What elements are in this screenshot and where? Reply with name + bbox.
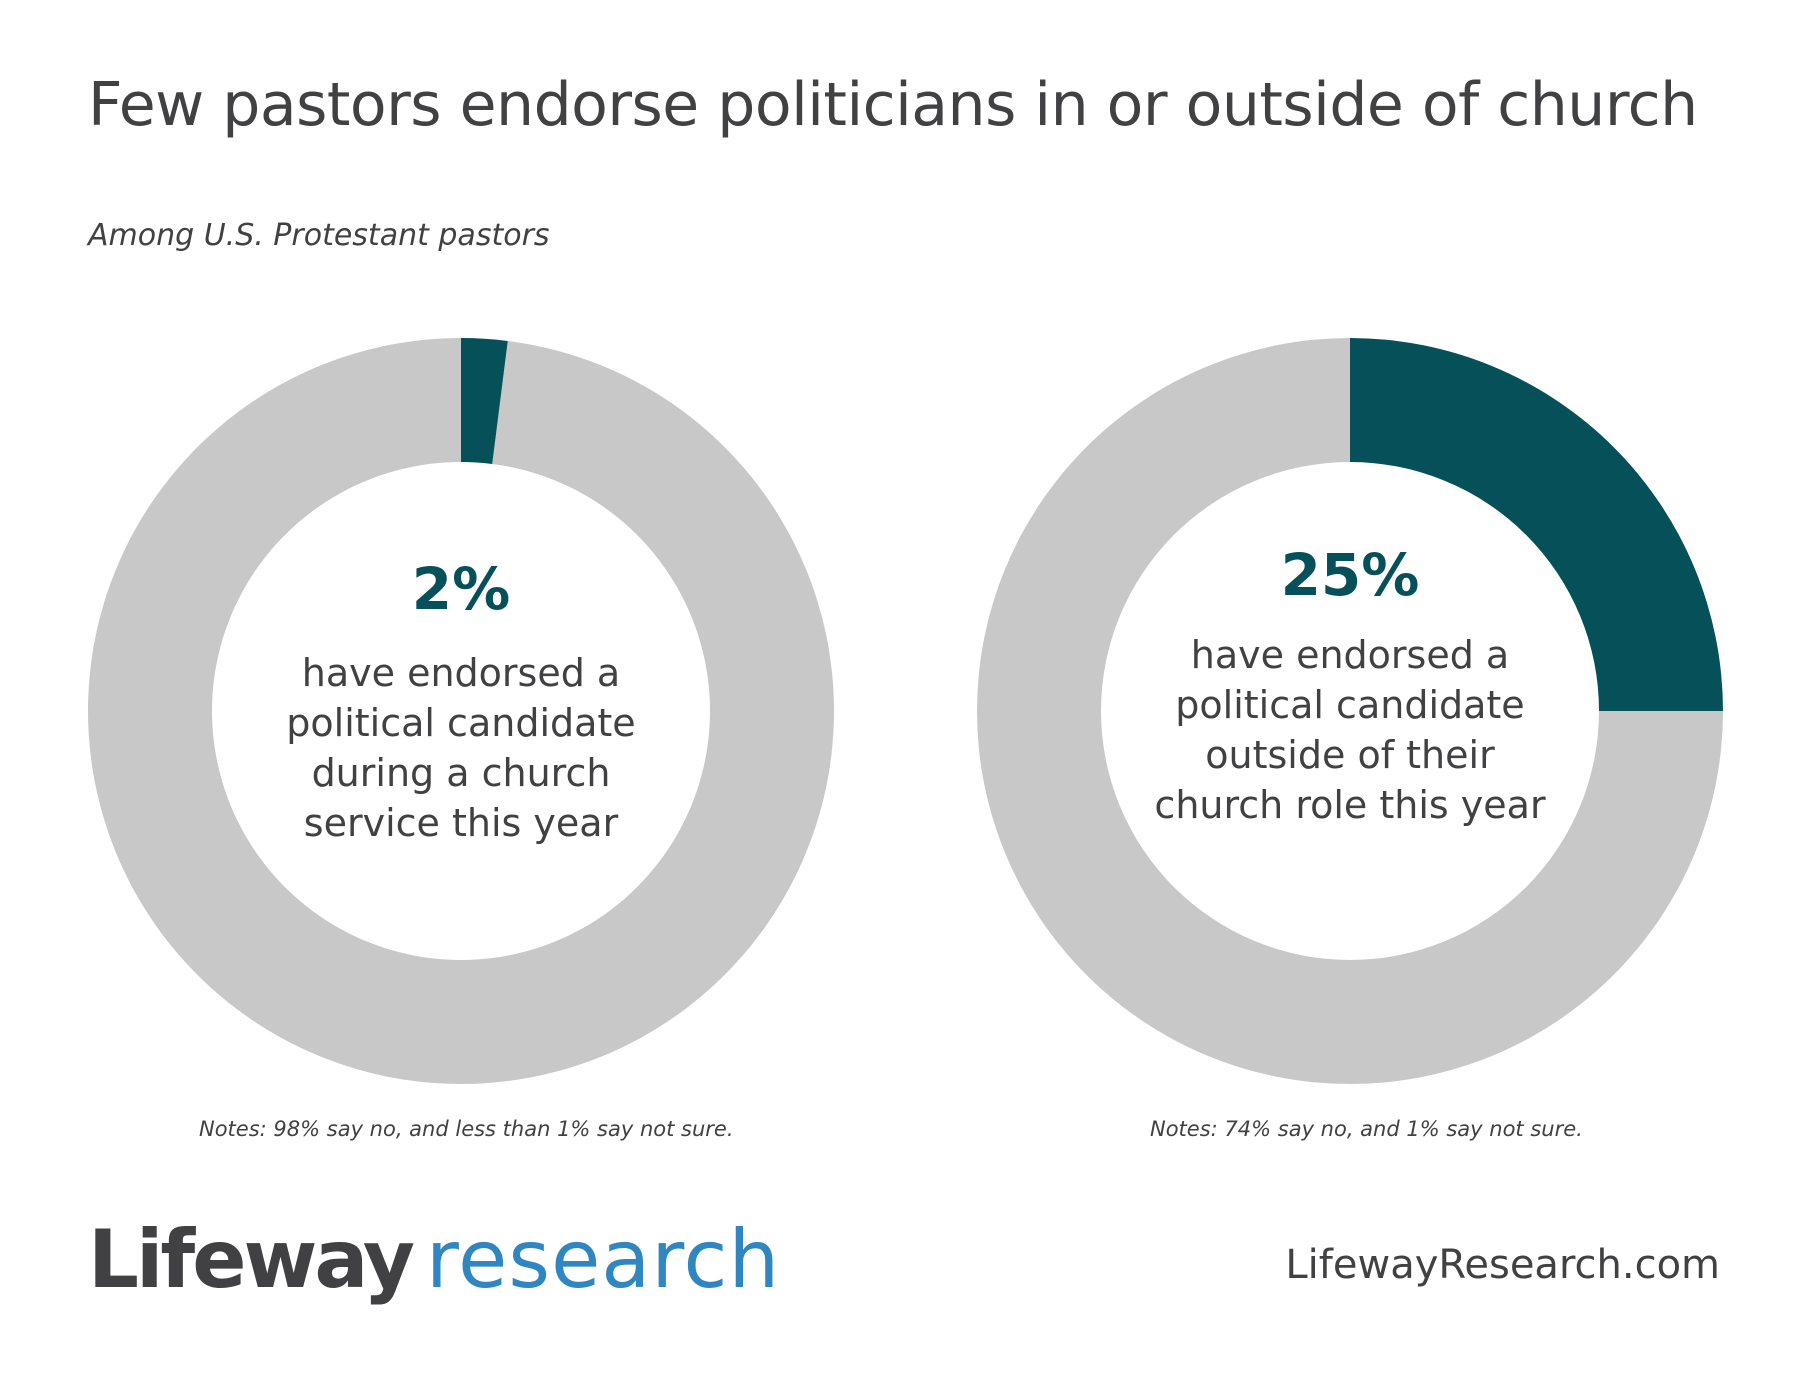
donut-svg-outside-church xyxy=(977,338,1723,1084)
donut-slice-other xyxy=(88,338,834,1084)
donut-slice-endorsed xyxy=(461,338,508,464)
center-percentage: 25% xyxy=(1280,541,1420,609)
lifeway-research-logo: Lifeway research xyxy=(88,1220,780,1300)
donut-svg-in-church xyxy=(88,338,834,1084)
chart-title: Few pastors endorse politicians in or ou… xyxy=(88,70,1698,140)
donut-chart-outside-church: 25% have endorsed a political candidate … xyxy=(977,338,1723,1084)
chart-note-in-church: Notes: 98% say no, and less than 1% say … xyxy=(199,1117,734,1141)
donut-chart-in-church: 2% have endorsed a political candidate d… xyxy=(88,338,834,1084)
center-description: have endorsed a political candidate duri… xyxy=(286,651,636,845)
chart-subtitle: Among U.S. Protestant pastors xyxy=(88,218,550,253)
donut-center-label: 2% have endorsed a political candidate d… xyxy=(236,560,686,848)
center-percentage: 2% xyxy=(411,555,511,623)
donut-center-label: 25% have endorsed a political candidate … xyxy=(1125,546,1575,830)
website-link[interactable]: LifewayResearch.com xyxy=(1285,1242,1720,1288)
donut-slice-other xyxy=(977,338,1723,1084)
logo-lifeway-text: Lifeway xyxy=(88,1213,415,1306)
chart-note-outside-church: Notes: 74% say no, and 1% say not sure. xyxy=(1150,1117,1583,1141)
donut-slice-endorsed xyxy=(1350,338,1723,711)
center-description: have endorsed a political candidate outs… xyxy=(1154,633,1546,827)
logo-research-text: research xyxy=(426,1213,781,1306)
